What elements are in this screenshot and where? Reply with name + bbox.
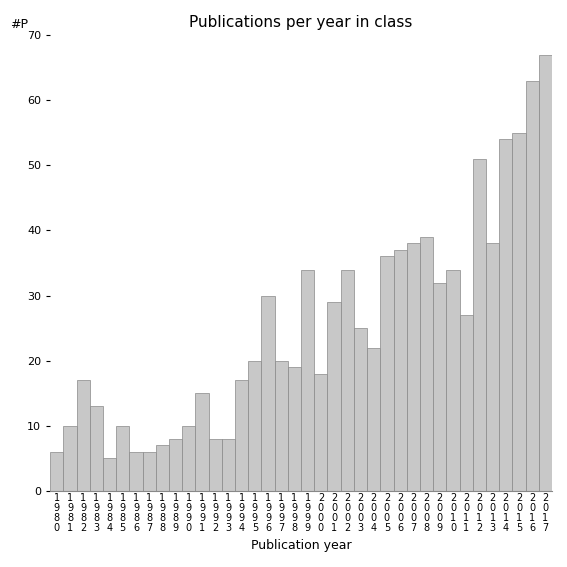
- Bar: [328, 302, 341, 490]
- Bar: [354, 328, 367, 490]
- Bar: [420, 237, 433, 490]
- Bar: [182, 426, 196, 490]
- Bar: [142, 452, 156, 490]
- Bar: [393, 250, 407, 490]
- Bar: [460, 315, 473, 490]
- Bar: [380, 256, 393, 490]
- Bar: [196, 393, 209, 490]
- Bar: [50, 452, 64, 490]
- Bar: [539, 55, 552, 490]
- X-axis label: Publication year: Publication year: [251, 539, 352, 552]
- Text: #P: #P: [10, 18, 28, 31]
- Bar: [248, 361, 261, 490]
- Bar: [129, 452, 142, 490]
- Bar: [526, 81, 539, 490]
- Bar: [274, 361, 288, 490]
- Bar: [116, 426, 129, 490]
- Bar: [499, 139, 513, 490]
- Bar: [446, 269, 460, 490]
- Bar: [314, 374, 328, 490]
- Bar: [288, 367, 301, 490]
- Bar: [209, 439, 222, 490]
- Bar: [341, 269, 354, 490]
- Bar: [103, 458, 116, 490]
- Bar: [156, 445, 169, 490]
- Bar: [90, 406, 103, 490]
- Title: Publications per year in class: Publications per year in class: [189, 15, 413, 30]
- Bar: [261, 295, 274, 490]
- Bar: [77, 380, 90, 490]
- Bar: [64, 426, 77, 490]
- Bar: [169, 439, 182, 490]
- Bar: [301, 269, 314, 490]
- Bar: [433, 282, 446, 490]
- Bar: [486, 243, 499, 490]
- Bar: [513, 133, 526, 490]
- Bar: [473, 159, 486, 490]
- Bar: [407, 243, 420, 490]
- Bar: [367, 348, 380, 490]
- Bar: [235, 380, 248, 490]
- Bar: [222, 439, 235, 490]
